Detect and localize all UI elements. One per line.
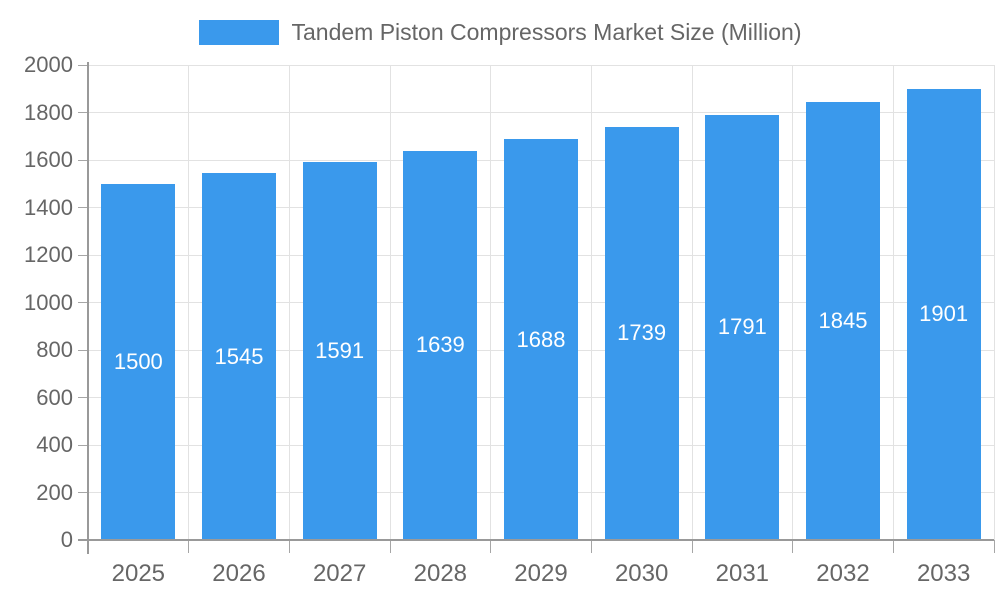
y-tick-label: 0 bbox=[60, 527, 73, 552]
x-axis-line bbox=[78, 539, 994, 541]
gridline-vertical bbox=[188, 65, 190, 540]
bar: 1545 bbox=[202, 173, 276, 540]
x-tick-label: 2026 bbox=[212, 560, 266, 587]
y-axis-tick bbox=[78, 302, 88, 303]
x-axis-tick bbox=[691, 540, 693, 553]
y-axis-tick bbox=[78, 159, 88, 161]
x-tick-label: 2031 bbox=[715, 560, 770, 587]
legend: Tandem Piston Compressors Market Size (M… bbox=[0, 19, 1000, 45]
x-tick-label: 2033 bbox=[916, 560, 971, 587]
y-axis-tick bbox=[78, 492, 88, 493]
gridline-vertical bbox=[691, 65, 693, 540]
bar-value-label: 1591 bbox=[315, 338, 365, 364]
y-tick-label: 1200 bbox=[24, 242, 73, 267]
x-axis-tick bbox=[792, 540, 794, 553]
y-axis-tick bbox=[78, 397, 88, 398]
y-tick-label: 1000 bbox=[24, 289, 73, 315]
bar: 1688 bbox=[504, 139, 578, 540]
x-tick-label: 2032 bbox=[816, 560, 870, 587]
y-axis-tick bbox=[78, 349, 88, 351]
legend-swatch bbox=[198, 20, 279, 45]
bar-value-label: 1791 bbox=[717, 314, 767, 340]
y-axis-tick bbox=[78, 207, 88, 208]
y-axis-line bbox=[87, 62, 89, 554]
bar-value-label: 1545 bbox=[214, 343, 264, 369]
x-axis-tick bbox=[892, 540, 894, 553]
bar-value-label: 1688 bbox=[516, 326, 566, 352]
x-tick-label: 2027 bbox=[312, 560, 367, 587]
x-axis-tick bbox=[590, 540, 592, 553]
y-tick-label: 600 bbox=[36, 384, 73, 410]
gridline-vertical bbox=[490, 65, 492, 540]
x-tick-label: 2029 bbox=[514, 560, 568, 587]
bar: 1845 bbox=[806, 101, 880, 540]
gridline-vertical bbox=[892, 65, 894, 540]
x-axis-tick bbox=[389, 540, 391, 553]
y-tick-label: 1600 bbox=[24, 147, 73, 172]
x-tick-label: 2030 bbox=[614, 560, 669, 587]
x-axis-tick bbox=[490, 540, 492, 553]
y-axis-tick bbox=[78, 444, 88, 446]
bar-value-label: 1845 bbox=[818, 307, 868, 333]
bar-value-label: 1901 bbox=[919, 301, 969, 327]
y-axis-tick bbox=[78, 112, 88, 113]
gridline-vertical bbox=[389, 65, 391, 540]
y-axis-tick bbox=[78, 254, 88, 256]
y-tick-label: 1400 bbox=[24, 194, 73, 220]
gridline-vertical bbox=[993, 65, 995, 540]
y-axis-tick bbox=[78, 64, 88, 66]
y-tick-label: 1800 bbox=[24, 99, 73, 125]
gridline-horizontal bbox=[88, 112, 994, 113]
y-tick-label: 2000 bbox=[24, 52, 73, 77]
bar: 1901 bbox=[906, 88, 981, 540]
bar: 1791 bbox=[705, 114, 780, 540]
x-tick-label: 2028 bbox=[413, 560, 468, 587]
gridline-vertical bbox=[792, 65, 794, 540]
x-axis-tick bbox=[188, 540, 190, 553]
bar-value-label: 1500 bbox=[113, 348, 163, 374]
bar: 1639 bbox=[403, 150, 478, 540]
gridline-vertical bbox=[288, 65, 290, 540]
bar: 1591 bbox=[302, 162, 377, 540]
bar: 1739 bbox=[604, 126, 679, 540]
gridline-vertical bbox=[590, 65, 592, 540]
x-axis-tick bbox=[288, 540, 290, 553]
x-tick-label: 2025 bbox=[111, 560, 166, 587]
legend-label: Tandem Piston Compressors Market Size (M… bbox=[291, 19, 802, 45]
bar: 1500 bbox=[101, 183, 176, 540]
y-tick-label: 800 bbox=[36, 337, 73, 362]
y-tick-label: 400 bbox=[36, 432, 73, 457]
bar-value-label: 1739 bbox=[617, 320, 667, 346]
bar-value-label: 1639 bbox=[415, 332, 465, 358]
gridline-horizontal bbox=[88, 64, 994, 66]
y-tick-label: 200 bbox=[36, 479, 73, 505]
x-axis-tick bbox=[993, 540, 995, 553]
